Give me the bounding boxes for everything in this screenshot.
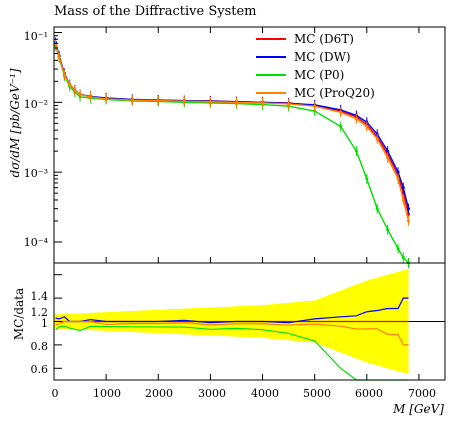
x-tick-label: 4000 [251, 387, 279, 400]
legend-swatch [256, 92, 286, 94]
data-point [365, 125, 369, 129]
x-tick-label: 6000 [355, 387, 383, 400]
data-point [339, 125, 343, 129]
data-point [234, 100, 238, 104]
legend-label: MC (P0) [294, 68, 345, 82]
ratio-tick-label: 0.6 [30, 363, 49, 376]
chart-title: Mass of the Diffractive System [54, 4, 257, 19]
x-tick-label: 5000 [303, 387, 331, 400]
data-point [396, 247, 400, 251]
legend-swatch [256, 38, 286, 40]
legend-item-p0: MC (P0) [256, 66, 375, 84]
data-point [57, 55, 61, 59]
data-point [287, 102, 291, 106]
legend-swatch [256, 56, 286, 58]
y-tick-label: 10⁻¹ [23, 30, 48, 43]
data-point [156, 99, 160, 103]
legend: MC (D6T) MC (DW) MC (P0) MC (ProQ20) [256, 30, 375, 102]
y-tick-label: 10⁻⁴ [23, 236, 48, 249]
data-point [78, 92, 82, 96]
data-point [62, 73, 66, 77]
data-point [401, 186, 405, 190]
data-point [407, 207, 411, 211]
data-point [396, 177, 400, 181]
data-point [407, 219, 411, 223]
data-point [130, 98, 134, 102]
ratio-tick-label: 1.2 [30, 306, 49, 319]
y-tick-label: 10⁻² [23, 98, 48, 111]
ratio-tick-label: 1.4 [30, 290, 49, 303]
legend-label: MC (ProQ20) [294, 86, 375, 100]
data-point [354, 149, 358, 153]
data-point [375, 137, 379, 141]
data-point [182, 99, 186, 103]
ratio-tick-label: 1 [41, 317, 48, 330]
data-point [73, 88, 77, 92]
legend-item-proq20: MC (ProQ20) [256, 84, 375, 102]
data-point [407, 212, 411, 216]
data-point [386, 149, 390, 153]
x-tick-label: 1000 [93, 387, 121, 400]
y-axis-label-main: dσ/dM [pb/GeV⁻¹] [8, 68, 22, 178]
data-point [401, 255, 405, 259]
legend-label: MC (DW) [294, 50, 351, 64]
data-point [261, 101, 265, 105]
data-point [104, 97, 108, 101]
data-point [401, 198, 405, 202]
legend-label: MC (D6T) [294, 32, 354, 46]
x-tick-label: 7000 [408, 387, 436, 400]
data-point [375, 207, 379, 211]
x-tick-label: 0 [51, 387, 59, 400]
data-point [88, 95, 92, 99]
x-tick-label: 2000 [145, 387, 173, 400]
data-point [365, 177, 369, 181]
data-point [354, 117, 358, 121]
y-tick-label: 10⁻³ [23, 167, 48, 180]
legend-item-d6t: MC (D6T) [256, 30, 375, 48]
x-axis-label: M [GeV] [393, 402, 444, 416]
data-point [339, 110, 343, 114]
data-point [396, 170, 400, 174]
ratio-line-3 [55, 320, 409, 346]
data-point [313, 104, 317, 108]
data-point [386, 228, 390, 232]
x-tick-label: 3000 [198, 387, 226, 400]
data-point [386, 156, 390, 160]
ratio-tick-label: 0.8 [30, 340, 49, 353]
data-point [68, 83, 72, 87]
legend-swatch [256, 74, 286, 76]
data-point [208, 100, 212, 104]
legend-item-dw: MC (DW) [256, 48, 375, 66]
